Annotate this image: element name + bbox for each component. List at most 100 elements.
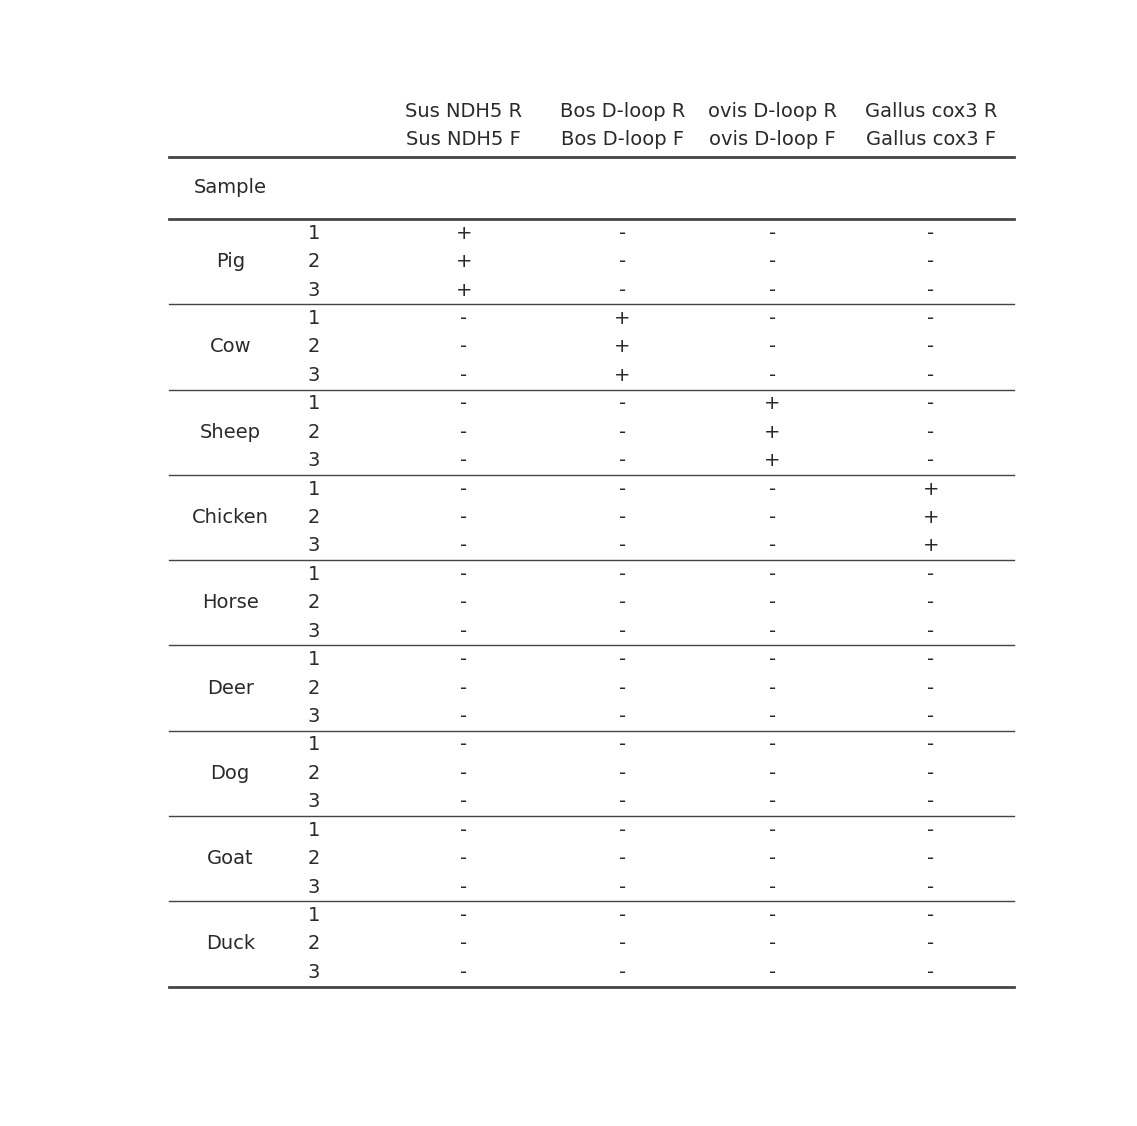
Text: -: -	[619, 877, 626, 896]
Text: -: -	[927, 565, 935, 584]
Text: Gallus cox3 R: Gallus cox3 R	[864, 102, 997, 122]
Text: 1: 1	[308, 309, 321, 328]
Text: -: -	[927, 422, 935, 441]
Text: -: -	[460, 508, 467, 527]
Text: -: -	[460, 452, 467, 471]
Text: -: -	[460, 679, 467, 698]
Text: -: -	[460, 935, 467, 954]
Text: -: -	[619, 707, 626, 726]
Text: 3: 3	[308, 707, 321, 726]
Text: +: +	[922, 508, 939, 527]
Text: Dog: Dog	[210, 763, 250, 783]
Text: 3: 3	[308, 793, 321, 811]
Text: -: -	[769, 735, 775, 754]
Text: -: -	[460, 707, 467, 726]
Text: -: -	[769, 565, 775, 584]
Text: -: -	[927, 735, 935, 754]
Text: -: -	[460, 735, 467, 754]
Text: -: -	[769, 935, 775, 954]
Text: 3: 3	[308, 366, 321, 385]
Text: -: -	[619, 735, 626, 754]
Text: 3: 3	[308, 280, 321, 300]
Text: +: +	[764, 452, 780, 471]
Text: -: -	[927, 394, 935, 413]
Text: -: -	[769, 707, 775, 726]
Text: 2: 2	[308, 679, 321, 698]
Text: -: -	[927, 763, 935, 783]
Text: -: -	[769, 650, 775, 669]
Text: -: -	[927, 252, 935, 271]
Text: -: -	[927, 935, 935, 954]
Text: Pig: Pig	[216, 252, 244, 271]
Text: -: -	[927, 366, 935, 385]
Text: -: -	[769, 679, 775, 698]
Text: -: -	[927, 906, 935, 924]
Text: -: -	[769, 849, 775, 868]
Text: Goat: Goat	[207, 849, 254, 868]
Text: 3: 3	[308, 622, 321, 641]
Text: -: -	[460, 906, 467, 924]
Text: -: -	[769, 508, 775, 527]
Text: -: -	[619, 452, 626, 471]
Text: -: -	[927, 793, 935, 811]
Text: -: -	[769, 338, 775, 357]
Text: -: -	[619, 763, 626, 783]
Text: -: -	[460, 763, 467, 783]
Text: -: -	[619, 935, 626, 954]
Text: +: +	[456, 280, 472, 300]
Text: -: -	[460, 565, 467, 584]
Text: 1: 1	[308, 565, 321, 584]
Text: -: -	[927, 877, 935, 896]
Text: -: -	[927, 963, 935, 982]
Text: Sus NDH5 F: Sus NDH5 F	[406, 129, 521, 149]
Text: -: -	[619, 394, 626, 413]
Text: -: -	[769, 906, 775, 924]
Text: Sus NDH5 R: Sus NDH5 R	[405, 102, 522, 122]
Text: 2: 2	[308, 338, 321, 357]
Text: 1: 1	[308, 224, 321, 243]
Text: Bos D-loop R: Bos D-loop R	[559, 102, 686, 122]
Text: -: -	[619, 650, 626, 669]
Text: Horse: Horse	[202, 593, 258, 613]
Text: -: -	[927, 707, 935, 726]
Text: +: +	[922, 480, 939, 499]
Text: ovis D-loop F: ovis D-loop F	[708, 129, 836, 149]
Text: -: -	[460, 366, 467, 385]
Text: 2: 2	[308, 935, 321, 954]
Text: -: -	[769, 821, 775, 840]
Text: -: -	[769, 224, 775, 243]
Text: 3: 3	[308, 452, 321, 471]
Text: -: -	[927, 452, 935, 471]
Text: 2: 2	[308, 763, 321, 783]
Text: 1: 1	[308, 394, 321, 413]
Text: -: -	[927, 650, 935, 669]
Text: 2: 2	[308, 593, 321, 613]
Text: +: +	[764, 394, 780, 413]
Text: Cow: Cow	[209, 338, 251, 357]
Text: -: -	[619, 422, 626, 441]
Text: -: -	[769, 480, 775, 499]
Text: 1: 1	[308, 906, 321, 924]
Text: +: +	[764, 422, 780, 441]
Text: -: -	[769, 366, 775, 385]
Text: +: +	[614, 309, 631, 328]
Text: Sheep: Sheep	[200, 422, 260, 441]
Text: +: +	[456, 224, 472, 243]
Text: -: -	[460, 821, 467, 840]
Text: Duck: Duck	[206, 935, 255, 954]
Text: -: -	[769, 252, 775, 271]
Text: -: -	[619, 793, 626, 811]
Text: 2: 2	[308, 422, 321, 441]
Text: Bos D-loop F: Bos D-loop F	[561, 129, 684, 149]
Text: 2: 2	[308, 849, 321, 868]
Text: -: -	[460, 394, 467, 413]
Text: -: -	[619, 280, 626, 300]
Text: -: -	[769, 622, 775, 641]
Text: -: -	[460, 877, 467, 896]
Text: -: -	[927, 224, 935, 243]
Text: -: -	[769, 877, 775, 896]
Text: -: -	[769, 536, 775, 555]
Text: -: -	[769, 593, 775, 613]
Text: 3: 3	[308, 877, 321, 896]
Text: -: -	[619, 849, 626, 868]
